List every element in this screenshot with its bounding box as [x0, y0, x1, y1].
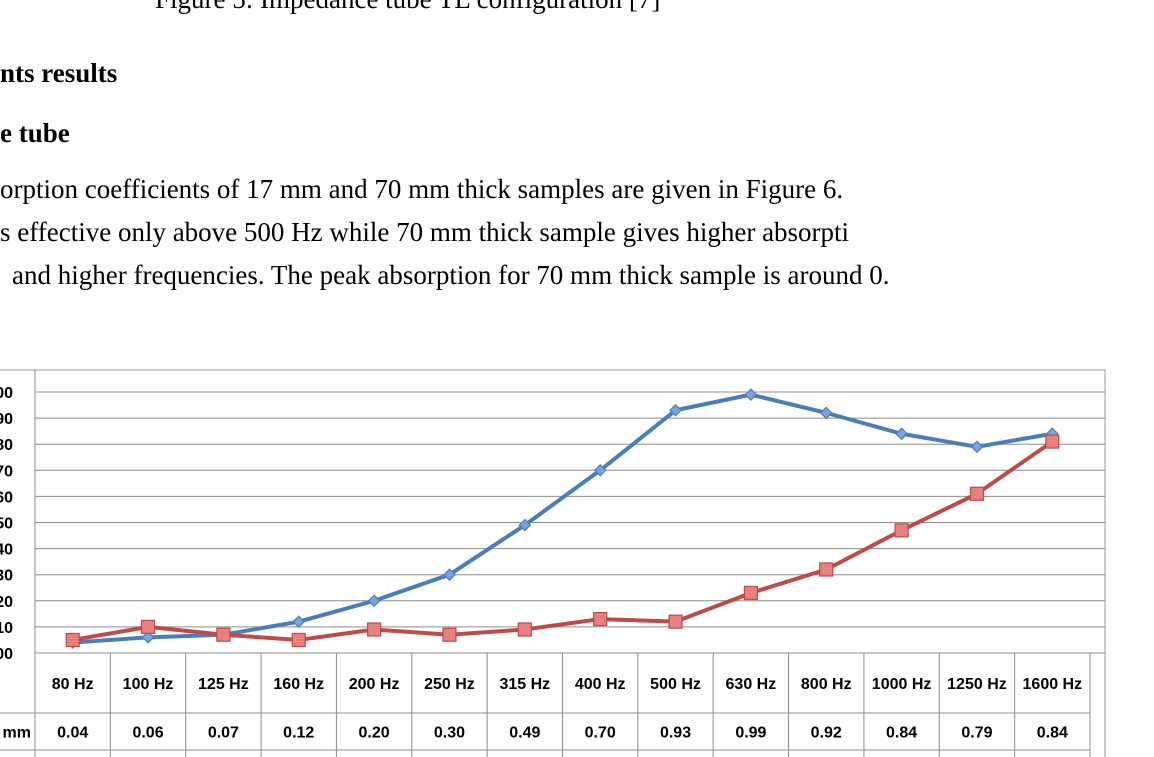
data-point [1045, 434, 1060, 449]
table-value: 0.20 [359, 725, 390, 742]
data-point [291, 632, 306, 648]
data-point [65, 632, 80, 648]
chart: 0.00 0.10 0.20 0.30 0.40 0.50 0.60 0.70 0.80 0.90… [0, 370, 1105, 757]
paragraph-line: s effective only above 500 Hz while 70 m… [0, 217, 849, 247]
series-line [72, 392, 1053, 645]
y-tick-label: 0.90 [0, 411, 13, 428]
table-value: 0.92 [811, 725, 842, 742]
figure-caption: Figure 5: Impedance tube TL configuratio… [155, 0, 660, 14]
x-category-label: 160 Hz [273, 676, 324, 693]
data-point [367, 594, 381, 608]
x-category-label: 250 Hz [424, 676, 475, 693]
data-point [140, 619, 156, 635]
data-point [894, 523, 909, 538]
x-category-label: 400 Hz [575, 676, 626, 693]
x-category-label: 80 Hz [52, 676, 94, 693]
table-value: 0.99 [735, 725, 766, 742]
y-tick-label: 0.50 [0, 516, 13, 533]
data-point [744, 388, 758, 401]
y-tick-label: 1.00 [0, 385, 13, 402]
data-point [518, 518, 532, 532]
table-value: 0.84 [1037, 725, 1068, 742]
table-value: 0.30 [434, 725, 465, 742]
row-header: 70 mm [0, 725, 31, 742]
x-category-label: 800 Hz [801, 676, 852, 693]
x-category-label: 630 Hz [726, 676, 777, 693]
data-point [443, 568, 456, 582]
y-tick-label: 0.00 [0, 646, 13, 663]
x-category-label: 500 Hz [650, 676, 701, 693]
x-category-label: 200 Hz [349, 676, 400, 693]
x-category-label: 1000 Hz [872, 676, 932, 693]
table-value: 0.79 [961, 725, 992, 742]
table-value: 0.04 [57, 725, 88, 742]
data-point [593, 611, 608, 627]
x-category-label: 315 Hz [499, 676, 550, 693]
data-point [668, 614, 683, 629]
y-tick-label: 0.40 [0, 542, 13, 559]
x-category-label: 100 Hz [123, 676, 174, 693]
table-value: 0.12 [283, 725, 314, 742]
section-heading: nts results [0, 58, 117, 88]
x-category-label: 1600 Hz [1023, 676, 1083, 693]
paragraph-line: orption coefficients of 17 mm and 70 mm … [0, 174, 843, 204]
data-point [969, 486, 985, 501]
table-value: 0.07 [208, 725, 239, 742]
data-point [819, 406, 833, 420]
table-value: 0.49 [509, 725, 540, 742]
series-line [72, 439, 1054, 642]
data-point [819, 562, 834, 577]
y-tick-label: 0.80 [0, 437, 13, 454]
data-point [141, 630, 155, 644]
data-point [593, 463, 607, 477]
x-category-label: 125 Hz [198, 676, 249, 693]
table-value: 0.70 [585, 725, 616, 742]
data-point [216, 627, 231, 642]
data-point [517, 622, 532, 637]
y-tick-label: 0.10 [0, 620, 13, 637]
y-tick-label: 0.60 [0, 489, 13, 506]
y-tick-label: 0.30 [0, 568, 13, 585]
y-tick-label: 0.20 [0, 594, 13, 611]
y-tick-label: 0.70 [0, 463, 13, 480]
table-value: 0.06 [132, 725, 163, 742]
data-point [970, 440, 984, 454]
subsection-heading: e tube [0, 118, 70, 148]
table-value: 0.93 [660, 725, 691, 742]
paragraph-line: and higher frequencies. The peak absorpt… [12, 260, 890, 290]
data-point [367, 622, 382, 637]
data-point [442, 627, 457, 642]
data-point [895, 427, 908, 441]
chart-frame [0, 369, 1106, 757]
data-point [669, 403, 682, 417]
data-point [292, 615, 306, 629]
data-point [743, 585, 758, 601]
x-category-label: 1250 Hz [947, 676, 1007, 693]
table-value: 0.84 [886, 725, 917, 742]
